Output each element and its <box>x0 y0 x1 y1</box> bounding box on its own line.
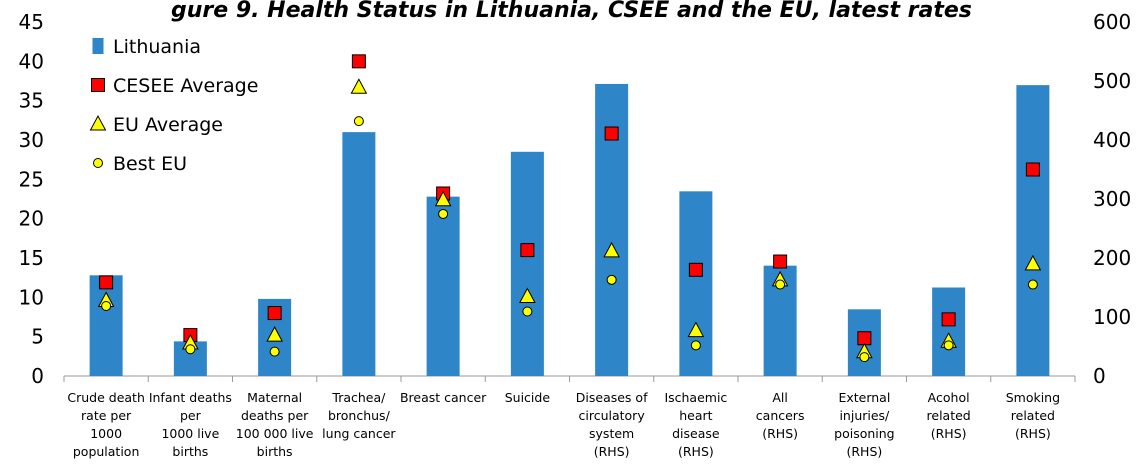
best-eu-marker-8 <box>690 340 701 351</box>
bar-5 <box>426 196 460 376</box>
y-right-tick-label: 600 <box>1093 10 1131 34</box>
category-label-line: related <box>927 408 971 423</box>
category-label-line: Breast cancer <box>400 390 487 405</box>
category-label-line: deaths per <box>241 408 309 423</box>
category-label-line: injuries/ <box>839 408 890 423</box>
y-left-tick-label: 5 <box>31 325 44 349</box>
category-label-line: cancers <box>756 408 805 423</box>
category-label-line: (RHS) <box>1015 426 1051 441</box>
category-label-line: Smoking <box>1006 390 1060 405</box>
category-label-line: circulatory <box>579 408 646 423</box>
legend-label: Lithuania <box>113 36 201 58</box>
best-eu-marker-3 <box>269 346 280 357</box>
best-eu-marker-6 <box>522 306 533 317</box>
y-right-tick-label: 0 <box>1093 364 1106 388</box>
category-label-line: Trachea/ <box>331 390 386 405</box>
eu-average-marker-8 <box>687 321 705 338</box>
category-label-line: related <box>1011 408 1055 423</box>
best-eu-marker-5 <box>438 208 449 219</box>
bar-1 <box>89 275 123 376</box>
category-label-line: Acohol <box>928 390 970 405</box>
eu-average-marker-7 <box>603 241 620 258</box>
category-label-line: (RHS) <box>678 444 714 459</box>
legend-label: EU Average <box>113 114 223 136</box>
eu-average-marker-12 <box>1024 254 1042 271</box>
y-right-tick-label: 400 <box>1093 128 1131 152</box>
y-right-tick-label: 200 <box>1093 246 1131 270</box>
legend-swatch <box>93 158 103 168</box>
y-left-tick-label: 45 <box>19 10 44 34</box>
y-left-tick-label: 15 <box>19 246 44 270</box>
bar-6 <box>510 151 544 376</box>
category-label-line: 100 000 live <box>236 426 314 441</box>
category-label-line: External <box>838 390 890 405</box>
best-eu-marker-12 <box>1027 279 1038 290</box>
category-label-line: per <box>180 408 202 423</box>
category-label-line: births <box>172 444 208 459</box>
category-label-line: rate per <box>81 408 132 423</box>
y-left-tick-label: 25 <box>19 167 44 191</box>
category-label-line: (RHS) <box>931 426 967 441</box>
best-eu-marker-7 <box>606 274 617 285</box>
y-right-tick-label: 500 <box>1093 69 1131 93</box>
cesee-average-marker-6 <box>520 243 535 258</box>
category-label-line: births <box>257 444 293 459</box>
bar-11 <box>932 287 966 376</box>
legend-label: Best EU <box>113 153 187 175</box>
category-label-line: Suicide <box>505 390 551 405</box>
category-label-line: heart <box>679 408 712 423</box>
category-label-line: Diseases of <box>576 390 648 405</box>
y-left-tick-label: 35 <box>19 89 44 113</box>
y-left-tick-label: 0 <box>31 364 44 388</box>
legend-swatch <box>92 38 104 54</box>
category-label-line: (RHS) <box>762 426 798 441</box>
category-label-line: Crude death <box>67 390 145 405</box>
category-label-line: All <box>772 390 788 405</box>
best-eu-marker-2 <box>185 344 196 355</box>
y-left-tick-label: 40 <box>19 49 44 73</box>
category-label-line: (RHS) <box>846 444 882 459</box>
cesee-average-marker-3 <box>267 306 282 321</box>
category-label-line: disease <box>672 426 720 441</box>
cesee-average-marker-12 <box>1025 162 1040 177</box>
best-eu-marker-10 <box>859 352 870 363</box>
category-label-line: population <box>73 444 140 459</box>
y-left-tick-label: 10 <box>19 285 44 309</box>
category-label-line: poisoning <box>834 426 894 441</box>
chart-title: gure 9. Health Status in Lithuania, CSEE… <box>171 0 972 23</box>
eu-average-marker-4 <box>350 78 368 94</box>
bar-12 <box>1016 85 1050 376</box>
best-eu-marker-4 <box>353 116 364 127</box>
best-eu-marker-11 <box>943 340 954 351</box>
bar-4 <box>342 132 376 376</box>
eu-average-marker-3 <box>266 326 283 342</box>
y-left-tick-label: 20 <box>19 207 44 231</box>
category-label-line: 1000 <box>90 426 122 441</box>
category-label-line: bronchus/ <box>328 408 391 423</box>
best-eu-marker-1 <box>101 300 112 311</box>
category-label-line: lung cancer <box>322 426 396 441</box>
cesee-average-marker-7 <box>604 126 619 141</box>
eu-average-marker-5 <box>434 190 452 207</box>
y-right-tick-label: 100 <box>1093 305 1131 329</box>
best-eu-marker-9 <box>775 279 786 290</box>
y-right-tick-label: 300 <box>1093 187 1131 211</box>
category-label-line: Maternal <box>247 390 302 405</box>
cesee-average-marker-9 <box>773 254 788 269</box>
cesee-average-marker-8 <box>688 262 703 277</box>
cesee-average-marker-1 <box>99 275 114 290</box>
cesee-average-marker-11 <box>941 312 956 327</box>
category-label-line: (RHS) <box>594 444 630 459</box>
category-label-line: Ischaemic <box>664 390 727 405</box>
legend-label: CESEE Average <box>113 75 258 97</box>
legend-swatch <box>89 114 107 131</box>
cesee-average-marker-4 <box>351 54 366 69</box>
legend-swatch <box>91 78 105 92</box>
category-label-line: 1000 live <box>161 426 219 441</box>
eu-average-marker-6 <box>519 287 536 304</box>
category-label-line: system <box>589 426 634 441</box>
category-label-line: Infant deaths <box>149 390 232 405</box>
y-left-tick-label: 30 <box>19 128 44 152</box>
